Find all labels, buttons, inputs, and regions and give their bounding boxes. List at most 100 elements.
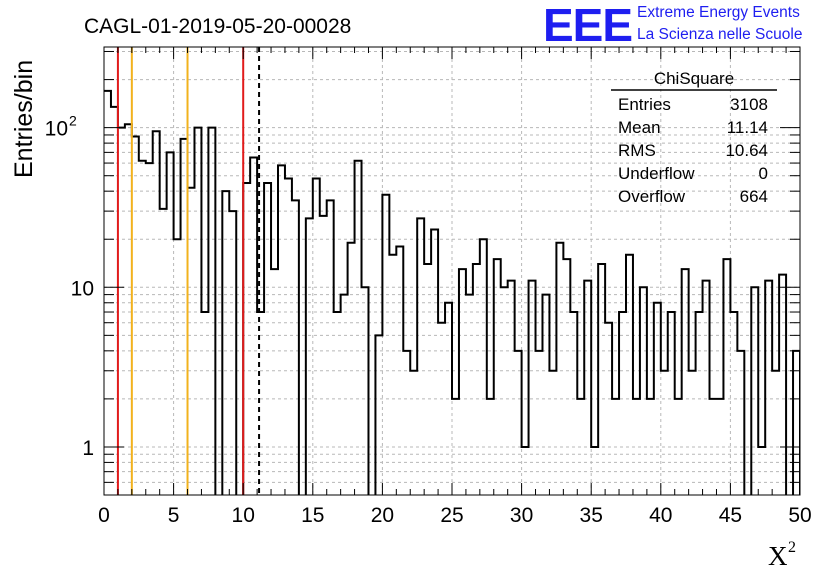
histogram-bin [278,165,285,495]
histogram-bin [125,124,132,495]
histogram-bin [250,158,257,495]
stats-label: Underflow [618,164,695,183]
histogram-bin [313,179,320,495]
x-tick-label: 30 [510,504,533,527]
histogram-bin [445,303,452,495]
histogram-bin [598,264,605,495]
histogram-bin [271,269,278,495]
histogram-bin [410,371,417,495]
stats-value: 10.64 [725,141,768,160]
histogram-bin [431,230,438,495]
histogram-bin [375,335,382,495]
histogram-bin [710,399,717,495]
histogram-bin [201,312,208,495]
histogram-bin [682,269,689,495]
histogram-bin [563,259,570,495]
histogram-bin [306,218,313,495]
eee-logo: EEE Extreme Energy Events La Scienza nel… [543,0,802,51]
histogram-bin [536,351,543,495]
stats-value: 664 [740,187,768,206]
histogram-bin [194,128,201,495]
histogram-bin [355,161,362,495]
histogram-bin [591,447,598,495]
x-tick-label: 15 [301,504,324,527]
histogram-bin [132,137,139,495]
x-tick-label: 0 [98,504,110,527]
histogram-bin [118,128,125,495]
histogram-bin [723,259,730,495]
histogram-bin [501,287,508,495]
x-axis-label: X [768,541,788,571]
histogram-bin [459,269,466,495]
histogram-bin [716,399,723,495]
histogram-bin [348,243,355,495]
histogram-bin [605,323,612,495]
histogram-bin [668,312,675,495]
y-tick-label: 1 [82,437,94,460]
histogram-bin [619,312,626,495]
chart-title: CAGL-01-2019-05-20-00028 [84,15,351,38]
histogram-bin [758,447,765,495]
stats-value: 3108 [730,95,768,114]
logo-mark: EEE [543,0,632,51]
y-tick-label: 10 [71,277,94,300]
histogram-bin [647,399,654,495]
x-tick-label: 40 [649,504,672,527]
histogram-bin [730,312,737,495]
histogram-bin [772,371,779,495]
histogram-bin [229,211,236,495]
histogram-bin [403,351,410,495]
histogram-bin [570,312,577,495]
histogram-bin [494,259,501,495]
x-tick-label: 50 [788,504,811,527]
histogram-bin [362,287,369,495]
histogram-bin [737,351,744,495]
histogram-outline [104,89,800,495]
logo-line-1: Extreme Energy Events [637,4,800,21]
histogram-bin [264,183,271,495]
histogram-bin [529,281,536,495]
histogram-bin [334,312,341,495]
histogram-bin [188,188,195,495]
histogram-bin [487,399,494,495]
histogram-bin [243,183,250,495]
histogram-bin [146,163,153,495]
stats-label: Entries [618,95,671,114]
histogram-bin [542,295,549,495]
histogram-bin [452,399,459,495]
x-tick-label: 35 [580,504,603,527]
logo-line-2: La Scienza nelle Scuole [637,26,802,43]
histogram-bin [549,371,556,495]
histogram-bin [285,179,292,495]
histogram-bin [389,255,396,495]
y-axis-label: Entries/bin [10,60,38,178]
axis-ticks [103,47,801,496]
stats-label: Overflow [618,187,686,206]
histogram-bin [466,295,473,495]
histogram-bin [640,287,647,495]
histogram-bin [675,399,682,495]
histogram-bin [341,295,348,495]
stats-title: ChiSquare [654,69,734,88]
histogram-bin [480,239,487,495]
histogram-bin [382,195,389,495]
histogram-bin [661,371,668,495]
x-axis-label-superscript: 2 [788,539,796,556]
histogram-bin [751,287,758,495]
histogram-bin [612,399,619,495]
histogram-bin [160,209,167,495]
stats-value: 11.14 [727,118,768,137]
histogram-bin [327,200,334,495]
histogram-bin [793,351,800,495]
histogram-bin [584,281,591,495]
histogram-bin [473,264,480,495]
histogram-bin [577,399,584,495]
x-tick-label: 5 [168,504,180,527]
histogram-bin [626,255,633,495]
x-tick-label: 20 [371,504,394,527]
stats-label: RMS [618,141,656,160]
histogram-bin [111,107,118,495]
x-tick-label: 45 [719,504,742,527]
